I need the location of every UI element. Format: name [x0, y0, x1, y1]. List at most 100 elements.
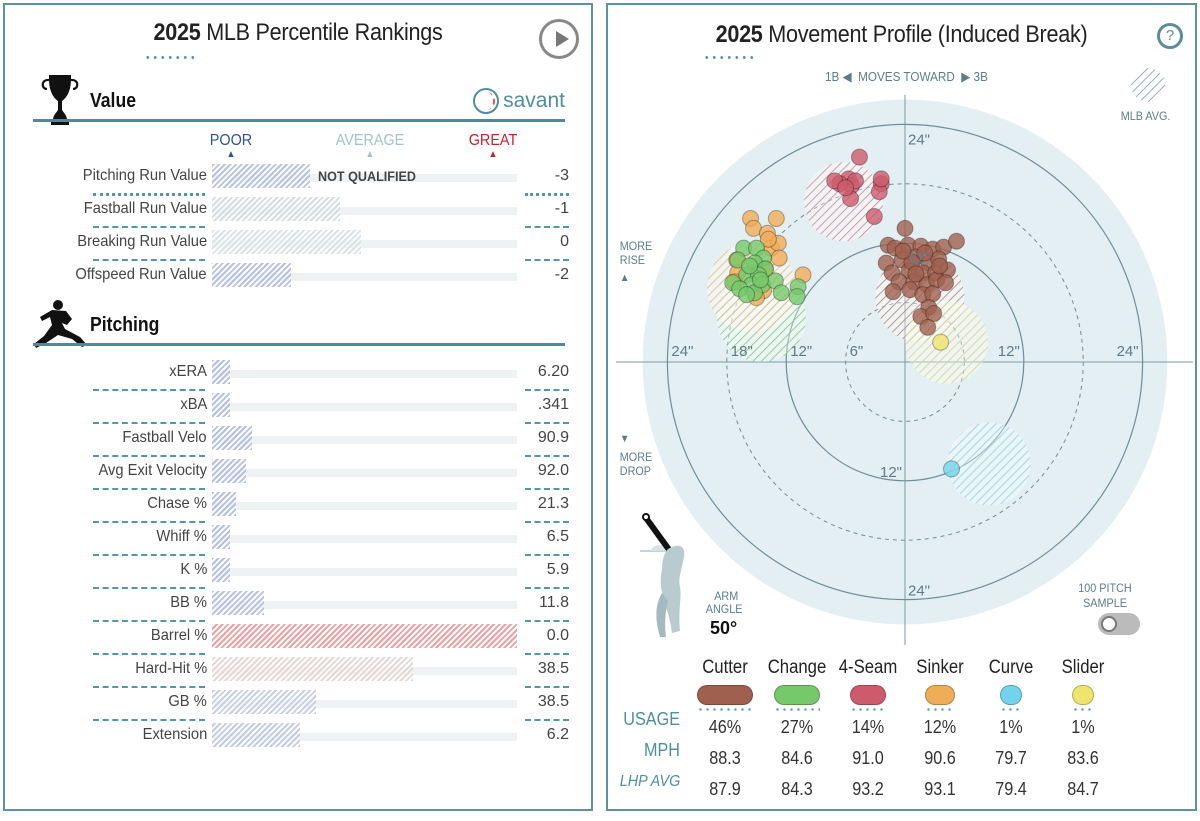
movement-chart: 24" 12" 24" 18" 12" 6" 12" 24" 12" 24" — [616, 68, 1193, 645]
percentile-bar[interactable] — [212, 230, 362, 254]
percentile-row[interactable]: Avg Exit Velocity 92.0 — [5, 455, 595, 489]
percentile-row[interactable]: Pitching Run Value NOT QUALIFIED -3 — [5, 161, 595, 194]
percentile-bar[interactable] — [212, 459, 246, 483]
help-button[interactable]: ? — [1157, 23, 1183, 49]
percentile-rankings-panel: 2025 MLB Percentile Rankings Value savan… — [3, 3, 593, 811]
percentile-row[interactable]: xERA 6.20 — [5, 357, 595, 390]
row-separator — [93, 488, 205, 490]
percentile-bar[interactable] — [212, 263, 292, 287]
percentile-track — [212, 240, 517, 248]
percentile-bar[interactable] — [212, 723, 301, 747]
percentile-bar[interactable] — [212, 624, 517, 648]
percentile-bar[interactable] — [212, 525, 231, 549]
ring-label: 18" — [731, 343, 753, 360]
metric-label: Extension — [142, 726, 207, 743]
ring-label: 24" — [671, 343, 693, 360]
metric-value: -3 — [554, 167, 569, 184]
pitch-color-chip[interactable] — [1000, 685, 1022, 705]
percentile-track — [212, 601, 517, 609]
movement-title: 2025 Movement Profile (Induced Break) — [715, 21, 1088, 48]
row-separator — [525, 488, 569, 490]
metric-value: 38.5 — [537, 693, 569, 710]
percentile-row[interactable]: Fastball Velo 90.9 — [5, 422, 595, 456]
percentile-bar[interactable] — [212, 197, 341, 221]
usage-dots — [697, 708, 753, 711]
pitch-color-chip[interactable] — [850, 685, 886, 705]
percentile-bar[interactable] — [212, 426, 252, 450]
pitch-sample-label: 100 PITCH SAMPLE — [1078, 581, 1132, 610]
percentile-bar[interactable] — [212, 360, 231, 384]
usage-value: 1% — [1070, 717, 1095, 737]
row-separator — [525, 587, 569, 589]
usage-dots — [1000, 708, 1022, 711]
pitch-point — [894, 242, 912, 260]
pitcher-icon — [34, 300, 87, 348]
pitch-column[interactable]: 4-Seam 14% 91.0 93.2 — [828, 657, 908, 805]
play-button[interactable] — [539, 19, 579, 59]
percentile-bar[interactable] — [212, 591, 264, 615]
percentile-row[interactable]: GB % 38.5 — [5, 686, 595, 720]
metric-value: 90.9 — [537, 429, 569, 446]
usage-dots — [924, 708, 955, 711]
metric-label: Avg Exit Velocity — [98, 462, 207, 479]
row-separator — [525, 653, 569, 655]
metric-label: Pitching Run Value — [82, 167, 207, 184]
percentile-row[interactable]: Fastball Run Value -1 — [5, 193, 595, 227]
usage-value: 1% — [999, 717, 1023, 737]
usage-value: 14% — [851, 717, 885, 737]
pitch-point — [770, 249, 788, 267]
row-separator — [525, 521, 569, 523]
usage-dots — [1071, 708, 1094, 711]
percentile-row[interactable]: Breaking Run Value 0 — [5, 226, 595, 260]
row-separator — [525, 554, 569, 556]
percentile-bar[interactable] — [212, 393, 231, 417]
metric-label: GB % — [168, 693, 207, 710]
row-separator — [93, 719, 205, 721]
mlb-avg-legend-swatch — [1131, 68, 1165, 102]
percentile-bar[interactable] — [212, 690, 316, 714]
percentile-row[interactable]: Chase % 21.3 — [5, 488, 595, 522]
pitch-color-chip[interactable] — [1071, 685, 1094, 705]
percentile-row[interactable]: Extension 6.2 — [5, 719, 595, 753]
pitch-color-chip[interactable] — [924, 685, 955, 705]
lhp-avg-value: 87.9 — [709, 779, 741, 799]
pitch-column[interactable]: Curve 1% 79.7 79.4 — [971, 657, 1051, 805]
percentile-row[interactable]: Whiff % 6.5 — [5, 521, 595, 555]
mph-value: 91.0 — [852, 748, 884, 768]
percentile-row[interactable]: Barrel % 0.0 — [5, 620, 595, 654]
not-qualified-label: NOT QUALIFIED — [318, 168, 417, 184]
percentile-row[interactable]: xBA .341 — [5, 389, 595, 423]
percentile-track — [212, 403, 517, 411]
percentile-bar[interactable] — [212, 492, 237, 516]
percentile-row[interactable]: Hard-Hit % 38.5 — [5, 653, 595, 687]
row-separator — [93, 521, 205, 523]
percentile-bar[interactable] — [212, 164, 310, 188]
pitch-point — [751, 271, 769, 289]
pitch-column[interactable]: Slider 1% 83.6 84.7 — [1043, 657, 1123, 805]
pitch-point — [884, 283, 902, 301]
pitch-point — [931, 257, 949, 275]
ring-label: 6" — [850, 343, 864, 360]
row-separator — [525, 193, 569, 196]
percentile-row[interactable]: K % 5.9 — [5, 554, 595, 588]
percentile-row[interactable]: Offspeed Run Value -2 — [5, 259, 595, 293]
row-separator — [525, 226, 569, 228]
mlb-avg-area — [947, 422, 1031, 506]
pitch-column[interactable]: Change 27% 84.6 84.3 — [757, 657, 837, 805]
savant-logo[interactable]: savant — [473, 88, 565, 114]
percentile-bar[interactable] — [212, 558, 231, 582]
percentile-row[interactable]: BB % 11.8 — [5, 587, 595, 621]
pitch-sample-toggle[interactable] — [1098, 613, 1140, 635]
pitch-point — [741, 257, 759, 275]
direction-label: 1B ◀ MOVES TOWARD ▶ 3B — [825, 69, 988, 84]
pitch-column[interactable]: Sinker 12% 90.6 93.1 — [900, 657, 980, 805]
metric-value: 6.2 — [546, 726, 569, 743]
pitch-point — [767, 209, 785, 227]
pitch-point — [872, 170, 890, 188]
pitch-column[interactable]: Cutter 46% 88.3 87.9 — [685, 657, 765, 805]
up-arrow-icon: ▲ — [619, 272, 630, 284]
lhp-avg-value: 79.4 — [995, 779, 1027, 799]
pitch-color-chip[interactable] — [697, 685, 753, 705]
percentile-bar[interactable] — [212, 657, 414, 681]
pitch-color-chip[interactable] — [773, 685, 820, 705]
